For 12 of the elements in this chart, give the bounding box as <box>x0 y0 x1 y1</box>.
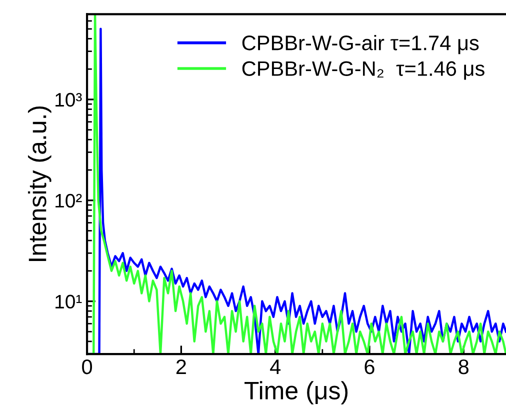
x-tick-label: 4 <box>270 360 281 374</box>
legend-label: CPBBr-W-G-air τ=1.74 μs <box>242 35 479 54</box>
y-tick-label: 10³ <box>56 92 82 107</box>
y-tick-label: 10² <box>56 194 82 208</box>
x-tick-label: 8 <box>458 359 469 374</box>
legend-label: CPBBr-W-G-N₂ τ=1.46 μs <box>242 61 484 80</box>
x-tick-label: 0 <box>82 359 92 374</box>
y-axis-title: Intensity (a.u.) <box>28 106 52 261</box>
x-tick-label: 6 <box>364 359 374 374</box>
x-axis-title: Time (μs) <box>244 381 348 404</box>
x-tick-label: 2 <box>176 359 186 374</box>
y-tick-label: 10¹ <box>56 294 82 309</box>
